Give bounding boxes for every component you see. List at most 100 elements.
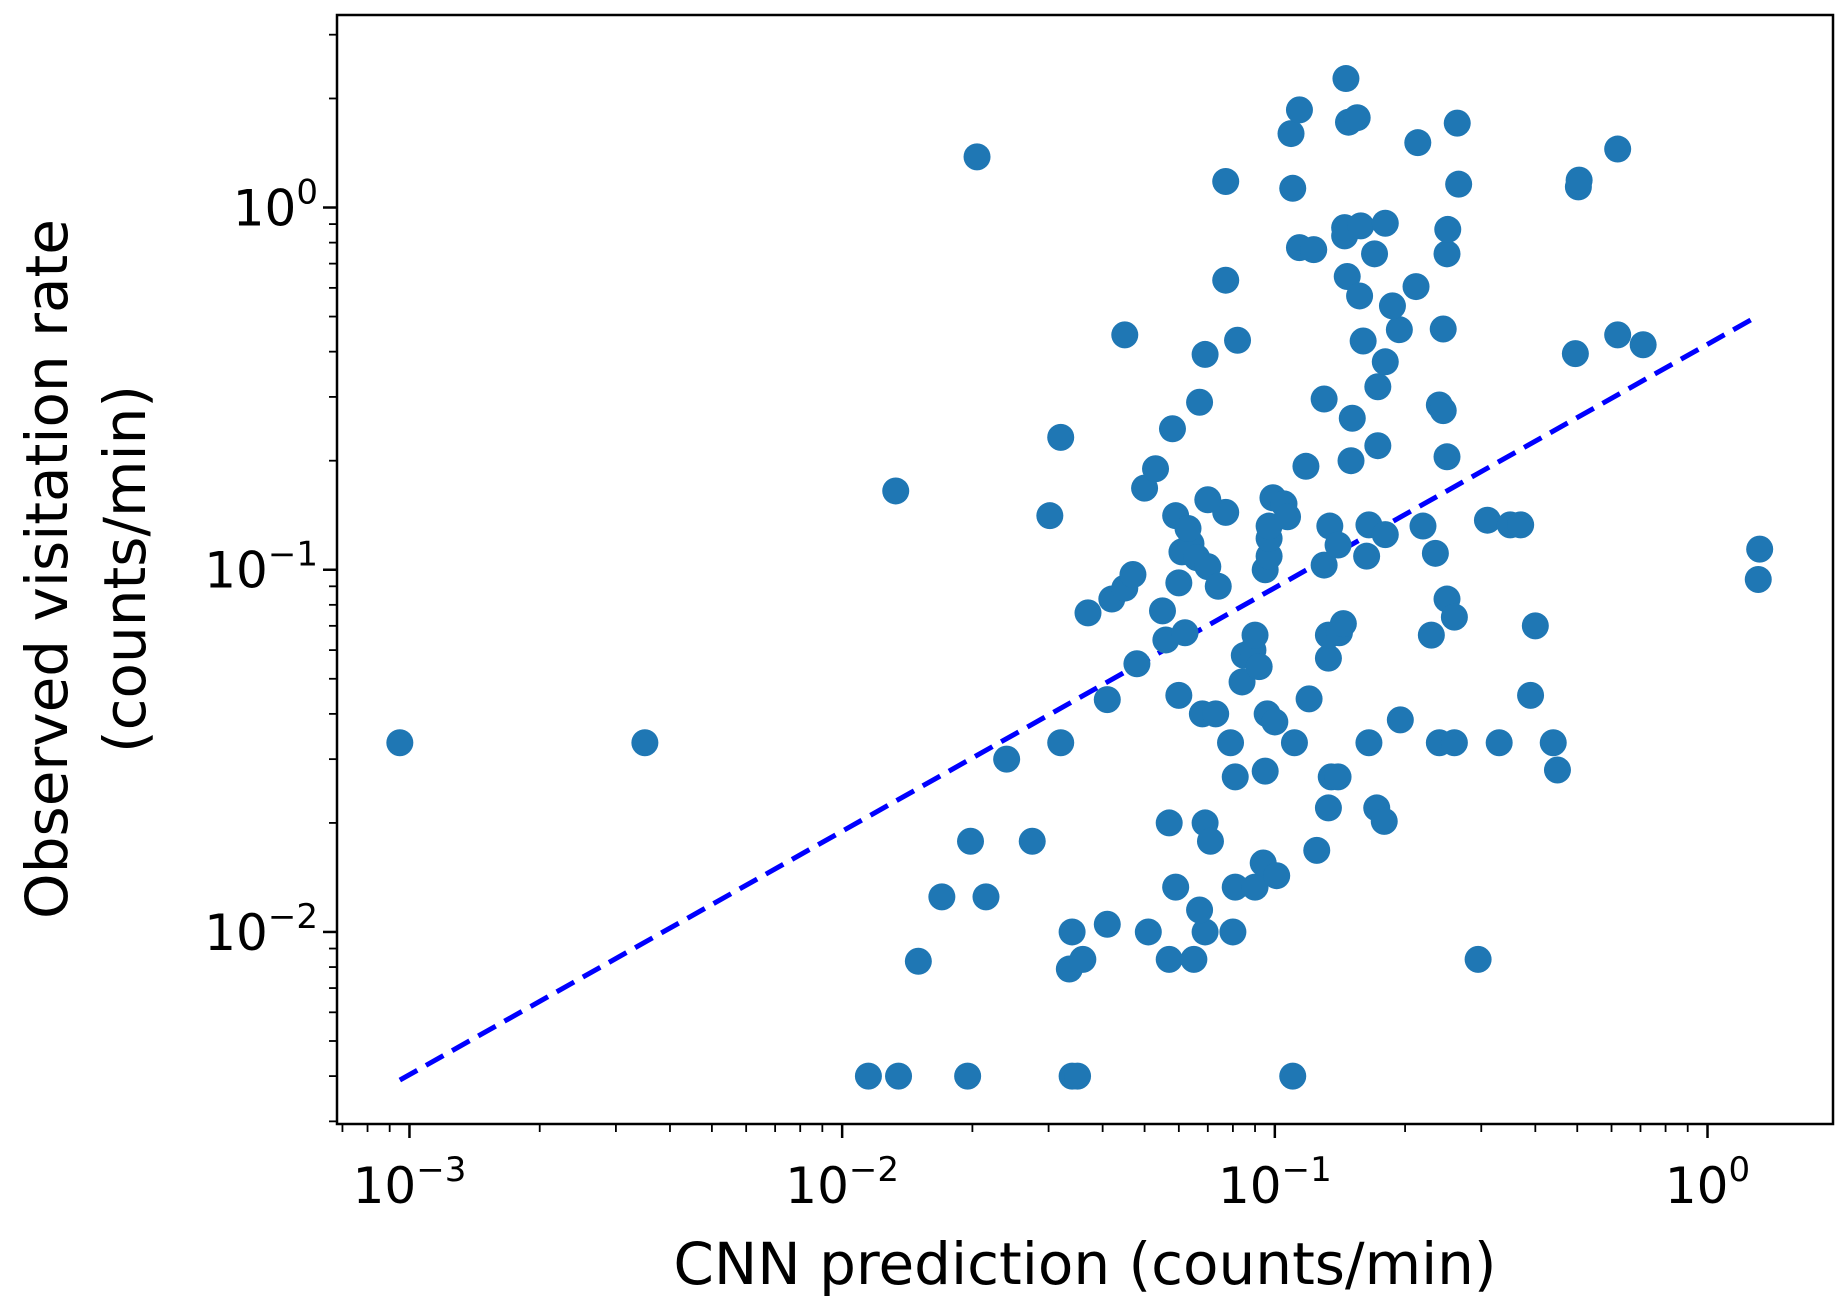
data-point bbox=[993, 745, 1021, 773]
data-point bbox=[1180, 945, 1208, 973]
data-point bbox=[1329, 610, 1357, 638]
x-tick-label: 10−3 bbox=[353, 1150, 467, 1215]
data-point bbox=[1158, 415, 1186, 443]
data-point bbox=[1561, 340, 1589, 368]
data-point bbox=[1429, 397, 1457, 425]
data-point bbox=[1162, 873, 1190, 901]
data-point bbox=[1292, 452, 1320, 480]
y-axis-title-line2: (counts/min) bbox=[91, 385, 159, 753]
data-point bbox=[1443, 109, 1471, 137]
data-point bbox=[1058, 918, 1086, 946]
data-point bbox=[854, 1062, 882, 1090]
x-tick-label: 100 bbox=[1665, 1150, 1750, 1215]
data-point bbox=[1261, 708, 1289, 736]
data-point bbox=[1521, 612, 1549, 640]
data-point bbox=[1300, 236, 1328, 264]
fit-line bbox=[398, 314, 1759, 1083]
data-point bbox=[1280, 729, 1308, 757]
data-point bbox=[1194, 486, 1222, 514]
x-tick-label: 10−1 bbox=[1218, 1150, 1332, 1215]
data-point bbox=[928, 883, 956, 911]
data-point bbox=[1364, 373, 1392, 401]
data-point bbox=[1165, 569, 1193, 597]
data-point bbox=[957, 827, 985, 855]
data-point bbox=[1371, 209, 1399, 237]
data-point bbox=[1346, 282, 1374, 310]
data-point bbox=[1310, 385, 1338, 413]
data-point bbox=[1353, 542, 1381, 570]
data-point bbox=[1123, 650, 1151, 678]
data-point bbox=[1111, 321, 1139, 349]
data-point bbox=[1347, 212, 1375, 240]
data-point bbox=[1333, 262, 1361, 290]
data-point bbox=[1361, 240, 1389, 268]
data-point bbox=[1349, 327, 1377, 355]
data-point bbox=[1251, 757, 1279, 785]
data-point bbox=[1386, 706, 1414, 734]
data-point bbox=[631, 729, 659, 757]
data-point bbox=[1404, 129, 1432, 157]
data-point bbox=[1204, 572, 1232, 600]
data-point bbox=[1434, 215, 1462, 243]
data-point bbox=[1064, 1062, 1092, 1090]
data-point bbox=[1191, 918, 1219, 946]
y-axis: 10−2 10−1 100 bbox=[204, 33, 337, 1123]
data-point bbox=[1119, 561, 1147, 589]
data-point bbox=[1314, 644, 1342, 672]
data-point bbox=[1186, 388, 1214, 416]
data-point bbox=[1314, 794, 1342, 822]
data-point bbox=[1440, 603, 1468, 631]
data-point bbox=[1565, 166, 1593, 194]
points-layer bbox=[386, 65, 1774, 1090]
data-point bbox=[1485, 729, 1513, 757]
data-point bbox=[386, 729, 414, 757]
data-point bbox=[1744, 565, 1772, 593]
data-point bbox=[1464, 945, 1492, 973]
data-point bbox=[1445, 170, 1473, 198]
data-point bbox=[1171, 619, 1199, 647]
data-point bbox=[1047, 729, 1075, 757]
data-point bbox=[1093, 910, 1121, 938]
data-point bbox=[1385, 316, 1413, 344]
data-point bbox=[1409, 512, 1437, 540]
data-point bbox=[1155, 945, 1183, 973]
plot-background bbox=[337, 15, 1833, 1124]
data-point bbox=[1417, 621, 1445, 649]
data-point bbox=[1303, 836, 1331, 864]
x-axis: 10−3 10−2 10−1 100 bbox=[341, 1124, 1750, 1215]
data-point bbox=[885, 1062, 913, 1090]
data-point bbox=[1155, 809, 1183, 837]
data-point bbox=[1473, 506, 1501, 534]
data-point bbox=[1219, 918, 1247, 946]
data-point bbox=[1604, 135, 1632, 163]
data-point bbox=[1036, 502, 1064, 530]
data-point bbox=[1338, 404, 1366, 432]
x-tick-label: 10−2 bbox=[785, 1150, 899, 1215]
data-point bbox=[1134, 918, 1162, 946]
data-point bbox=[1212, 266, 1240, 294]
fit-line-layer bbox=[398, 314, 1759, 1083]
data-point bbox=[1069, 945, 1097, 973]
data-point bbox=[1274, 503, 1302, 531]
data-point bbox=[1285, 96, 1313, 124]
data-point bbox=[1221, 873, 1249, 901]
data-point bbox=[1371, 521, 1399, 549]
data-point bbox=[972, 883, 1000, 911]
data-point bbox=[1093, 686, 1121, 714]
data-point bbox=[1433, 443, 1461, 471]
data-point bbox=[1429, 315, 1457, 343]
data-point bbox=[1337, 447, 1365, 475]
data-point bbox=[1212, 167, 1240, 195]
data-point bbox=[1148, 597, 1176, 625]
data-point bbox=[1343, 104, 1371, 132]
data-point bbox=[1224, 326, 1252, 354]
data-point bbox=[1364, 432, 1392, 460]
data-point bbox=[904, 947, 932, 975]
data-point bbox=[1310, 551, 1338, 579]
data-point bbox=[1517, 681, 1545, 709]
data-point bbox=[1371, 348, 1399, 376]
data-point bbox=[1324, 763, 1352, 791]
data-point bbox=[1355, 729, 1383, 757]
y-tick-label: 10−2 bbox=[204, 897, 318, 962]
data-point bbox=[1378, 292, 1406, 320]
